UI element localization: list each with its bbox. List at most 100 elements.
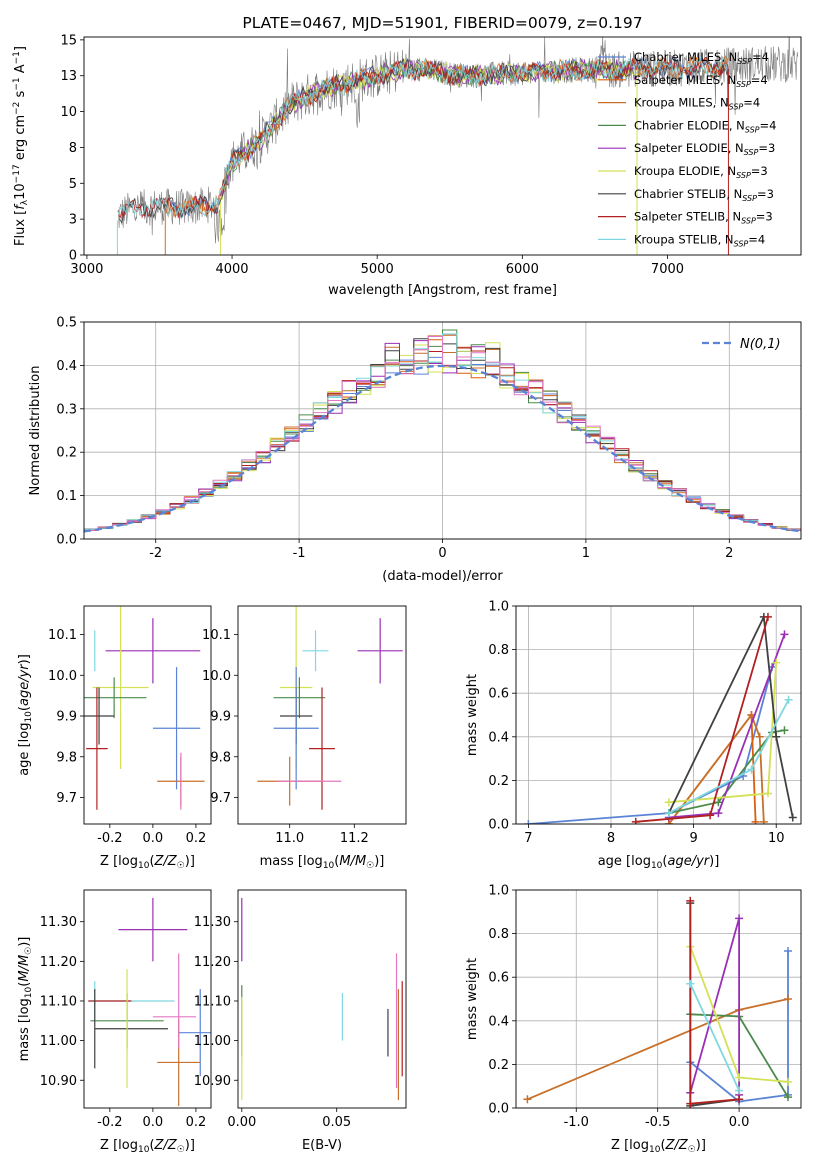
x-tick-label: 0.00 (227, 1115, 256, 1130)
axes-frame (83, 605, 212, 825)
y-tick-label: 11.20 (194, 955, 231, 970)
y-tick-label: 1.0 (488, 884, 509, 899)
axes-frame (237, 605, 407, 825)
weight-marker (783, 947, 792, 956)
y-tick-label: 10.0 (48, 669, 77, 684)
x-axis-label: E(B-V) (302, 1138, 342, 1153)
y-tick-label: 9.7 (56, 791, 77, 806)
y-tick-label: 11.00 (40, 1034, 77, 1049)
weight-marker (759, 817, 768, 824)
axes-frame (237, 889, 407, 1109)
legend-label: Salpeter ELODIE, NSSP=3 (634, 141, 775, 157)
y-axis-label: mass [log10(M/M☉)] (17, 937, 34, 1062)
y-tick-label: 10.90 (194, 1074, 231, 1089)
weight-marker (735, 914, 744, 923)
weight-marker (747, 765, 756, 774)
legend-label: Chabrier STELIB, NSSP=3 (634, 187, 774, 203)
y-tick-label: 9.7 (210, 791, 231, 806)
panel-weight_vs_age: 7 8 9 10 0.0 0.2 0.4 0.6 0.8 1.0 age [log10(age/yr… (465, 600, 802, 871)
axes-frame (83, 321, 802, 540)
y-axis-label: Flux [fλ10−17 erg cm−2 s−1 A−1] (12, 46, 30, 246)
panel-residuals: -2 -1 0 1 2 0.0 0.1 0.2 0.3 0.4 0.5 (data-model)/er… (28, 316, 802, 584)
x-tick-label: 0.0 (143, 1115, 164, 1130)
x-axis-label: Z [log10(Z/Z☉)] (611, 1138, 706, 1155)
x-tick-label: 9 (689, 831, 697, 846)
x-tick-label: 8 (607, 831, 615, 846)
weight-marker (780, 630, 789, 639)
y-tick-label: 0.4 (488, 1014, 509, 1029)
weight-marker (523, 1095, 532, 1104)
y-axis-label: Normed distribution (28, 366, 43, 496)
axes-frame (83, 889, 212, 1109)
x-tick-label: 0.05 (322, 1115, 351, 1130)
weight-line-kroupa-stelib (689, 983, 740, 1091)
legend-label: Kroupa MILES, NSSP=4 (634, 96, 760, 112)
y-tick-label: 0.2 (56, 446, 77, 461)
plot-area-weight_vs_Z (523, 896, 792, 1108)
x-axis-label: age [log10(age/yr)] (598, 854, 720, 871)
model-spectrum-kroupa-stelib (118, 56, 729, 217)
legend-label: Kroupa STELIB, NSSP=4 (634, 232, 765, 248)
y-tick-label: 11.10 (40, 994, 77, 1009)
legend-label: N(0,1) (740, 337, 781, 352)
x-axis-label: wavelength [Angstrom, rest frame] (328, 283, 557, 298)
weight-marker (524, 820, 533, 824)
model-spectrum-salpeter-elodie (221, 58, 638, 197)
weight-marker (714, 809, 723, 818)
y-tick-label: 11.10 (194, 994, 231, 1009)
y-tick-label: 13 (60, 69, 77, 84)
y-tick-label: 11.30 (40, 915, 77, 930)
weight-marker (788, 813, 797, 822)
x-axis-label: Z [log10(Z/Z☉)] (100, 854, 195, 871)
weight-marker (763, 612, 772, 621)
weight-line-chabrier-miles (689, 951, 789, 1103)
y-tick-label: 10.1 (48, 628, 77, 643)
weight-marker (631, 817, 640, 824)
plot-area-mass_vs_Z (88, 897, 211, 1107)
x-tick-label: -1.0 (564, 1115, 589, 1130)
legend: Chabrier MILES, NSSP=4 Salpeter MILES, NS… (598, 50, 776, 248)
weight-marker (735, 1086, 744, 1095)
x-tick-label: -0.2 (97, 1115, 122, 1130)
plot-area-weight_vs_age (524, 612, 797, 824)
x-tick-label: 2 (725, 546, 733, 561)
weight-line-salpeter-elodie (668, 633, 786, 819)
y-tick-label: 0.2 (488, 1058, 509, 1073)
weight-marker (783, 1093, 792, 1102)
y-tick-label: 9.8 (210, 750, 231, 765)
plot-area-age_vs_Z (84, 606, 205, 810)
panel-age_vs_mass: 11.0 11.2 9.7 9.8 9.9 10.0 10.1 mass [log10(M/M… (202, 605, 407, 871)
y-tick-label: 0.0 (488, 1102, 509, 1117)
weight-line-chabrier-elodie (668, 729, 785, 814)
legend-label: Chabrier ELODIE, NSSP=4 (634, 118, 776, 134)
y-tick-label: 10.1 (202, 628, 231, 643)
y-tick-label: 11.20 (40, 955, 77, 970)
x-tick-label: 7000 (651, 262, 684, 277)
panel-weight_vs_Z: -1.0 -0.5 0.0 0.0 0.2 0.4 0.6 0.8 1.0 Z [log10(Z/… (465, 884, 802, 1155)
legend-label: Kroupa ELODIE, NSSP=3 (634, 164, 768, 180)
y-tick-label: 9.8 (56, 750, 77, 765)
x-tick-label: 3000 (70, 262, 103, 277)
weight-marker (783, 1077, 792, 1086)
weight-line-chabrier-miles (528, 666, 773, 824)
y-tick-label: 0.8 (488, 643, 509, 658)
y-tick-label: 0.2 (488, 774, 509, 789)
weight-marker (772, 658, 781, 667)
x-tick-label: 0.0 (143, 831, 164, 846)
y-axis-label: mass weight (465, 958, 480, 1040)
model-spectrum-salpeter-stelib (118, 56, 729, 219)
axes-frame (83, 36, 802, 256)
y-tick-label: 10.0 (202, 669, 231, 684)
y-tick-label: 0.1 (56, 489, 77, 504)
x-tick-label: 6000 (506, 262, 539, 277)
x-axis-label: mass [log10(M/M☉)] (260, 854, 385, 871)
y-tick-label: 0.8 (488, 927, 509, 942)
weight-marker (772, 732, 781, 741)
weight-marker (735, 1095, 744, 1104)
weight-marker (735, 1073, 744, 1082)
y-tick-label: 0.4 (56, 359, 77, 374)
weight-line-chabrier-stelib (667, 613, 794, 818)
x-tick-label: -1 (293, 546, 306, 561)
weight-marker (763, 789, 772, 798)
